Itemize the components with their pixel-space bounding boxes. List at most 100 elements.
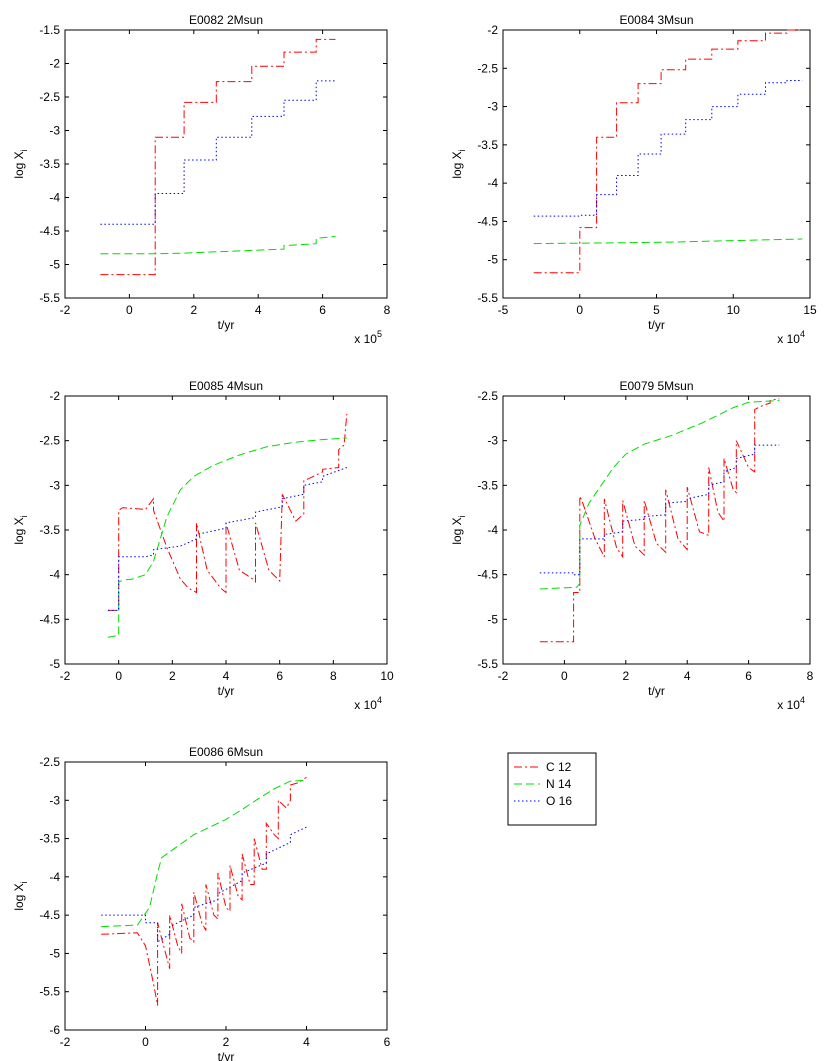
y-axis-label: log Xi bbox=[12, 515, 29, 544]
y-tick-label: -5.5 bbox=[39, 291, 60, 305]
y-axis-label: log Xi bbox=[450, 515, 467, 544]
y-tick-label: -2 bbox=[49, 389, 60, 403]
series-line-o16 bbox=[107, 467, 347, 611]
y-tick-label: -3.5 bbox=[39, 157, 60, 171]
x-tick-label: 6 bbox=[319, 303, 326, 317]
y-tick-label: -4.5 bbox=[39, 908, 60, 922]
series-line-c12 bbox=[107, 413, 348, 611]
x-tick-label: 6 bbox=[384, 1035, 391, 1049]
chart-title: E0079 5Msun bbox=[619, 379, 693, 393]
x-tick-label: 6 bbox=[276, 669, 283, 683]
plot-frame bbox=[502, 395, 811, 665]
y-tick-label: -2.5 bbox=[477, 389, 498, 403]
x-axis-label: t/yr bbox=[218, 1050, 235, 1061]
y-tick-label: -3 bbox=[487, 100, 498, 114]
x-tick-label: 2 bbox=[622, 669, 629, 683]
y-tick-label: -3.5 bbox=[477, 478, 498, 492]
series-line-o16 bbox=[101, 826, 307, 943]
x-axis-label: t/yr bbox=[648, 318, 665, 332]
chart-title: E0086 6Msun bbox=[189, 745, 263, 759]
x-tick-label: 8 bbox=[330, 669, 337, 683]
panel-1: -2 0 2 4 6 8 -5.5 -5 -4.5 -4 -3.5 -3 -2.5 -2 -1.5 E0082… bbox=[12, 13, 391, 346]
x-axis-multiplier: x 104 bbox=[354, 695, 382, 712]
y-tick-label: -5 bbox=[487, 253, 498, 267]
series-line-n14 bbox=[539, 400, 780, 590]
y-tick-label: -5 bbox=[49, 258, 60, 272]
y-tick-label: -2.5 bbox=[39, 434, 60, 448]
x-tick-label: 10 bbox=[380, 669, 394, 683]
x-tick-label: -2 bbox=[60, 669, 71, 683]
y-tick-label: -2 bbox=[49, 57, 60, 71]
x-tick-label: 4 bbox=[303, 1035, 310, 1049]
x-tick-label: 0 bbox=[576, 303, 583, 317]
series-line-o16 bbox=[100, 80, 336, 225]
x-tick-label: 2 bbox=[190, 303, 197, 317]
y-tick-label: -4 bbox=[49, 191, 60, 205]
y-tick-label: -3.5 bbox=[39, 523, 60, 537]
y-tick-label: -3 bbox=[49, 124, 60, 138]
y-tick-label: -4 bbox=[49, 568, 60, 582]
x-axis-multiplier: x 104 bbox=[777, 329, 805, 346]
y-tick-label: -2.5 bbox=[477, 61, 498, 75]
series-line-n14 bbox=[101, 779, 307, 928]
x-axis-multiplier: x 104 bbox=[777, 695, 805, 712]
series-line-c12 bbox=[100, 38, 336, 276]
legend-box bbox=[507, 752, 597, 826]
series-line-c12 bbox=[533, 29, 803, 274]
series-line-o16 bbox=[539, 444, 780, 576]
x-axis-multiplier: x 105 bbox=[354, 329, 382, 346]
x-tick-label: 15 bbox=[803, 303, 817, 317]
y-tick-label: -4.5 bbox=[477, 214, 498, 228]
chart-title: E0085 4Msun bbox=[189, 379, 263, 393]
panel-3: -2 0 2 4 6 8 10 -5 -4.5 -4 -3.5 -3 -2.5 -2 E0085 4Msun… bbox=[12, 379, 394, 712]
y-tick-label: -3 bbox=[49, 793, 60, 807]
legend-label: C 12 bbox=[546, 760, 572, 774]
x-axis-label: t/yr bbox=[218, 684, 235, 698]
x-tick-label: -2 bbox=[498, 669, 509, 683]
series-line-c12 bbox=[101, 776, 307, 1006]
panel-4: -2 0 2 4 6 8 -5.5 -5 -4.5 -4 -3.5 -3 -2.5 E0079 5Msun… bbox=[450, 379, 814, 712]
y-tick-label: -4.5 bbox=[39, 612, 60, 626]
y-tick-label: -5 bbox=[49, 657, 60, 671]
x-tick-label: 10 bbox=[727, 303, 741, 317]
y-tick-label: -2 bbox=[487, 23, 498, 37]
y-axis-label: log Xi bbox=[12, 881, 29, 910]
plot-frame bbox=[64, 29, 388, 299]
y-tick-label: -5.5 bbox=[39, 985, 60, 999]
y-tick-label: -4.5 bbox=[477, 568, 498, 582]
y-tick-label: -3 bbox=[49, 478, 60, 492]
x-tick-label: 0 bbox=[561, 669, 568, 683]
legend-label: O 16 bbox=[546, 794, 572, 808]
y-axis-label: log Xi bbox=[12, 149, 29, 178]
x-tick-label: 5 bbox=[653, 303, 660, 317]
x-tick-label: 4 bbox=[255, 303, 262, 317]
legend: C 12 N 14 O 16 bbox=[507, 752, 597, 826]
y-tick-label: -4 bbox=[487, 176, 498, 190]
x-tick-label: 8 bbox=[807, 669, 814, 683]
x-tick-label: 4 bbox=[684, 669, 691, 683]
x-axis-label: t/yr bbox=[648, 684, 665, 698]
x-tick-label: 8 bbox=[384, 303, 391, 317]
y-tick-label: -5.5 bbox=[477, 291, 498, 305]
x-tick-label: 6 bbox=[745, 669, 752, 683]
chart-title: E0082 2Msun bbox=[189, 13, 263, 27]
x-tick-label: -2 bbox=[60, 1035, 71, 1049]
x-tick-label: 0 bbox=[115, 669, 122, 683]
x-tick-label: 0 bbox=[126, 303, 133, 317]
plot-frame bbox=[64, 761, 388, 1031]
y-tick-label: -3.5 bbox=[477, 138, 498, 152]
x-tick-label: 0 bbox=[142, 1035, 149, 1049]
y-tick-label: -4.5 bbox=[39, 224, 60, 238]
y-tick-label: -2.5 bbox=[39, 90, 60, 104]
y-tick-label: -4 bbox=[49, 870, 60, 884]
legend-label: N 14 bbox=[546, 777, 572, 791]
panel-5: -2 0 2 4 6 -6 -5.5 -5 -4.5 -4 -3.5 -3 -2.5 E0086 6Msu… bbox=[12, 745, 391, 1061]
y-tick-label: -5 bbox=[49, 946, 60, 960]
y-tick-label: -4 bbox=[487, 523, 498, 537]
y-tick-label: -5 bbox=[487, 612, 498, 626]
x-tick-label: 2 bbox=[169, 669, 176, 683]
x-tick-label: -2 bbox=[60, 303, 71, 317]
plot-frame bbox=[502, 29, 811, 299]
series-line-n14 bbox=[100, 235, 336, 255]
